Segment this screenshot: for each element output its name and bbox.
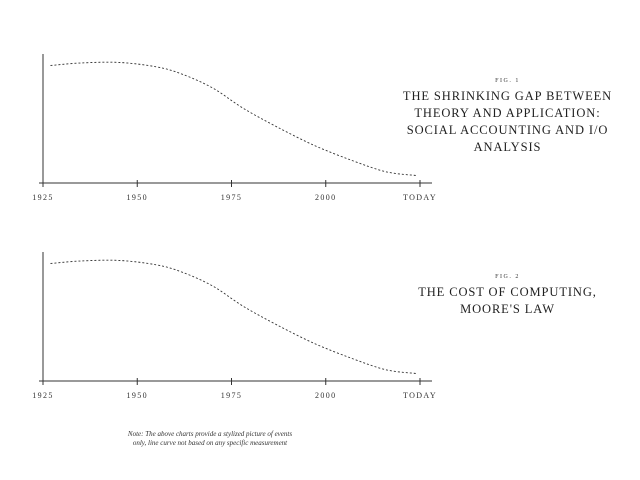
- fig-1-title: THE SHRINKING GAP BETWEEN THEORY AND APP…: [402, 89, 613, 154]
- fig-2-caption: FIG. 2 THE COST OF COMPUTING, MOORE'S LA…: [400, 274, 615, 318]
- series-line: [50, 61, 417, 176]
- series-line: [50, 259, 417, 374]
- x-tick-label: TODAY: [403, 193, 437, 202]
- x-tick-label: 2000: [315, 391, 337, 400]
- x-tick-label: TODAY: [403, 391, 437, 400]
- fig-2-label: FIG. 2: [495, 274, 520, 280]
- x-tick-label: 1975: [221, 193, 243, 202]
- fig-2-title: THE COST OF COMPUTING, MOORE'S LAW: [418, 285, 597, 316]
- fig-1-caption: FIG. 1 THE SHRINKING GAP BETWEEN THEORY …: [400, 78, 615, 156]
- x-tick-label: 1975: [221, 391, 243, 400]
- chart-fig-2: 1925 1950 1975 2000 TODAY: [32, 252, 437, 400]
- x-tick-label: 1925: [32, 193, 54, 202]
- x-tick-label: 1950: [126, 193, 148, 202]
- x-tick-label: 1950: [126, 391, 148, 400]
- x-tick-label: 1925: [32, 391, 54, 400]
- chart-fig-1: 1925 1950 1975 2000 TODAY: [32, 54, 437, 202]
- x-tick-label: 2000: [315, 193, 337, 202]
- fig-1-label: FIG. 1: [495, 78, 520, 84]
- chart-note: Note: The above charts provide a stylize…: [127, 430, 293, 447]
